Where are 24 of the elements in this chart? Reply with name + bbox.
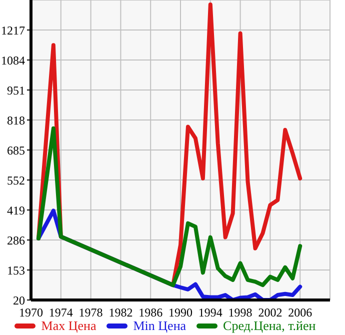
x-tick-label: 1986 [138, 306, 163, 320]
y-tick-label: 419 [7, 203, 25, 218]
y-tick-label: 685 [7, 143, 25, 158]
x-tick-label: 2002 [258, 306, 282, 320]
y-tick-label: 1217 [1, 23, 25, 38]
y-tick-label: 286 [7, 233, 25, 248]
legend-label: Сред.Цена, т.йен [222, 318, 316, 334]
y-tick-label: 552 [7, 173, 25, 188]
legend-label: Min Цена [132, 318, 186, 334]
line-series [36, 126, 302, 288]
x-tick-label: 1974 [48, 306, 73, 320]
x-tick-label: 2006 [288, 306, 312, 320]
x-tick-label: 1998 [228, 306, 252, 320]
x-tick-label: 1994 [198, 306, 222, 320]
y-tick-label: 818 [7, 113, 25, 128]
y-tick-label: 20 [13, 293, 25, 308]
legend-label: Max Цена [40, 318, 96, 334]
y-tick-label: 153 [7, 263, 25, 278]
y-tick-label: 1084 [1, 53, 25, 68]
y-tick-label: 951 [7, 83, 25, 98]
x-tick-label: 1982 [108, 306, 133, 320]
x-tick-label: 1970 [19, 306, 43, 320]
x-tick-label: 1990 [168, 306, 192, 320]
x-tick-label: 1978 [78, 306, 103, 320]
